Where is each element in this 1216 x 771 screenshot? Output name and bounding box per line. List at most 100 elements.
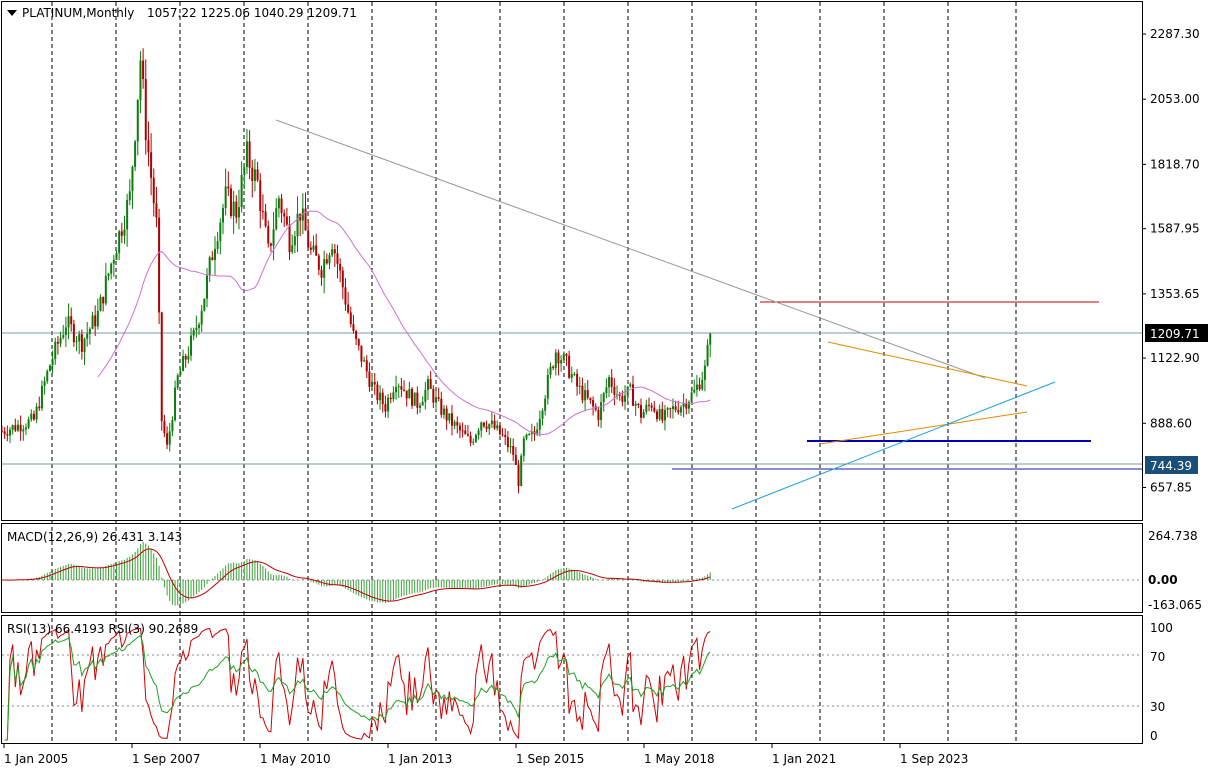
candle-body (275, 208, 278, 230)
candle-body (11, 425, 14, 430)
candle-body (461, 430, 464, 432)
candle-body (285, 216, 288, 225)
price-tick-label: 1353.65 (1150, 287, 1200, 301)
candle-body (70, 316, 73, 325)
candle-body (703, 365, 706, 380)
candle-body (586, 390, 589, 398)
candle-body (432, 388, 435, 403)
candle-body (307, 230, 310, 248)
candle-body (67, 316, 70, 328)
price-tick-label: 657.85 (1150, 481, 1192, 495)
candle-body (570, 374, 573, 378)
time-label: 1 Jan 2021 (772, 752, 836, 766)
candle-body (80, 334, 83, 352)
candle-body (381, 392, 384, 405)
candle-body (166, 433, 169, 445)
candle-body (336, 253, 339, 264)
candle-body (139, 60, 142, 100)
candle-body (221, 208, 224, 223)
candle-body (86, 333, 89, 339)
candle-body (243, 167, 246, 176)
candle-body (136, 99, 139, 142)
candle-body (541, 410, 544, 419)
rsi-fast-line (4, 627, 711, 741)
candle-body (118, 231, 121, 254)
rsi-panel-frame (1, 615, 1143, 744)
candle-body (237, 207, 240, 218)
candle-body (602, 393, 605, 403)
candle-body (434, 397, 437, 403)
candle-body (251, 167, 254, 181)
candle-body (134, 141, 137, 167)
candle-body (568, 355, 571, 378)
rsi-label: RSI(13) 66.4193 RSI(3) 90.2689 (7, 622, 198, 636)
candle-body (661, 408, 664, 421)
candle-body (655, 411, 658, 420)
candle-body (520, 455, 523, 486)
candle-body (120, 231, 123, 236)
candle-body (509, 445, 512, 448)
candle-body (296, 213, 299, 237)
candle-body (472, 441, 475, 443)
candle-body (339, 263, 342, 271)
candle-body (83, 338, 86, 352)
candle-body (30, 413, 33, 420)
candle-body (679, 407, 682, 413)
candle-body (693, 389, 696, 393)
candle-body (440, 398, 443, 415)
price-tick-label: 1818.70 (1150, 157, 1200, 171)
candle-body (54, 341, 57, 360)
macd-tick-label: -163.065 (1148, 598, 1202, 612)
candle-body (634, 403, 637, 406)
candle-body (320, 269, 323, 278)
candle-body (203, 298, 206, 311)
candle-body (690, 392, 693, 402)
candle-body (248, 141, 251, 168)
candle-body (368, 371, 371, 387)
candle-body (405, 390, 408, 399)
candle-body (208, 257, 211, 276)
candle-body (506, 437, 509, 448)
candle-body (115, 253, 118, 260)
candle-body (288, 224, 291, 253)
candle-body (104, 276, 107, 304)
candle-body (464, 430, 467, 435)
axis-labels: 2287.30 2053.00 1818.70 1587.95 1353.65 1122.… (3, 27, 1208, 766)
candle-body (128, 191, 131, 201)
candle-body (371, 381, 374, 387)
candle-body (650, 405, 653, 408)
candle-body (323, 259, 326, 278)
dropdown-triangle-icon[interactable] (7, 10, 17, 16)
price-tick-label: 2287.30 (1150, 27, 1200, 41)
candle-body (142, 60, 145, 80)
candle-body (474, 434, 477, 442)
candle-body (448, 413, 451, 421)
marker-price-tag (1145, 456, 1198, 474)
price-tick-label: 1122.90 (1150, 351, 1200, 365)
rsi-slow-line (4, 634, 711, 741)
candle-body (171, 420, 174, 432)
candle-body (43, 381, 46, 386)
candle-body (46, 370, 49, 382)
candle-body (419, 405, 422, 408)
candle-body (267, 226, 270, 244)
candle-body (530, 431, 533, 435)
candle-body (94, 315, 97, 327)
candle-body (565, 354, 568, 356)
candle-body (253, 169, 256, 181)
candle-body (219, 222, 222, 242)
candle-body (325, 259, 328, 264)
candle-body (155, 203, 158, 218)
candle-body (216, 241, 219, 249)
candle-body (269, 243, 272, 246)
candle-body (512, 445, 515, 455)
candle-body (214, 248, 216, 261)
candle-body (456, 421, 459, 426)
candle-body (416, 392, 419, 408)
candle-body (642, 411, 645, 418)
candle-body (552, 366, 555, 368)
candle-body (458, 425, 461, 431)
candle-body (365, 360, 368, 372)
candle-body (91, 315, 94, 329)
